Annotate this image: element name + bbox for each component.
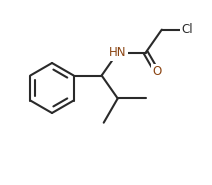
Text: O: O bbox=[152, 65, 162, 78]
Text: Cl: Cl bbox=[181, 23, 193, 36]
Text: HN: HN bbox=[109, 46, 127, 59]
